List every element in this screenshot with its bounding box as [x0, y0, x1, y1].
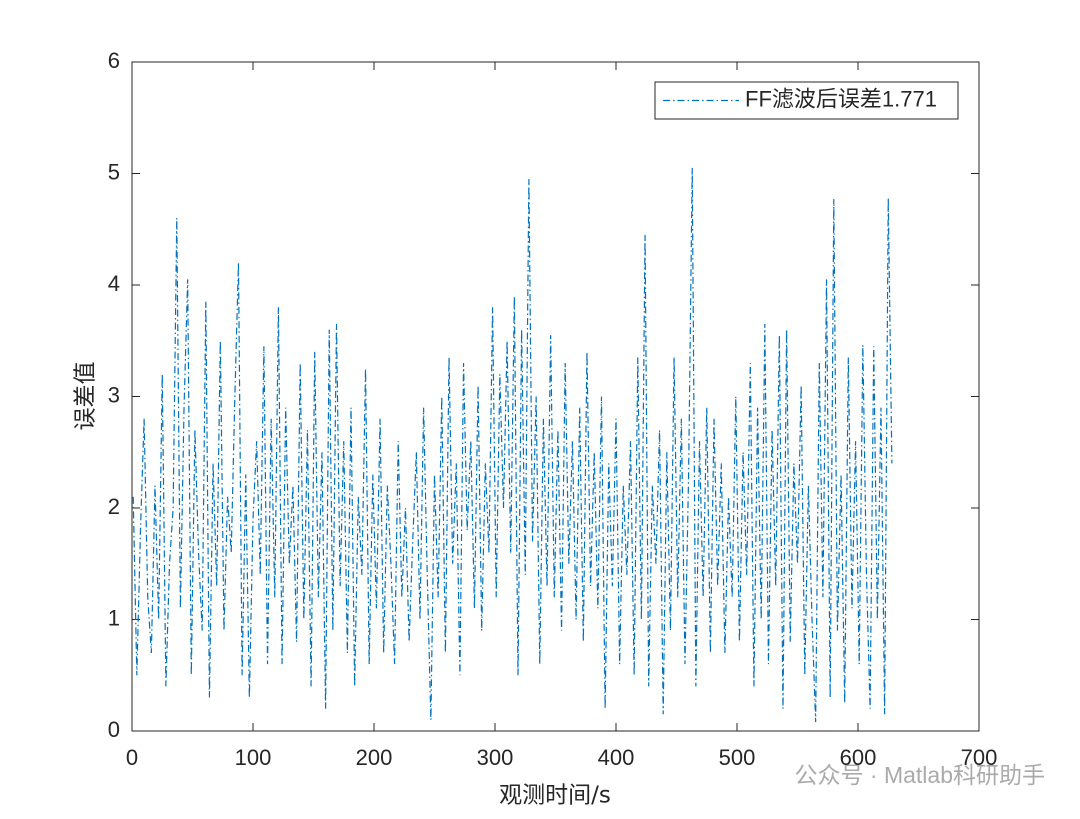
y-tick-label: 1: [108, 605, 120, 630]
y-tick-label: 5: [108, 159, 120, 184]
x-tick-label: 200: [356, 745, 393, 770]
plot-area: [131, 61, 980, 732]
legend-label: FF滤波后误差1.771: [745, 86, 937, 111]
x-tick-label: 0: [126, 745, 138, 770]
y-tick-label: 2: [108, 494, 120, 519]
x-axis-label: 观测时间/s: [499, 783, 611, 809]
x-tick-label: 300: [477, 745, 514, 770]
y-axis-label: 误差值: [73, 362, 99, 431]
y-tick-label: 3: [108, 382, 120, 407]
x-tick-label: 100: [235, 745, 272, 770]
x-tick-label: 400: [598, 745, 635, 770]
y-tick-label: 4: [108, 271, 120, 296]
legend: [654, 81, 959, 120]
x-tick-label: 700: [961, 745, 998, 770]
data-line: [132, 167, 893, 723]
watermark: 公众号 · Matlab科研助手: [795, 762, 1045, 788]
x-tick-label: 600: [840, 745, 877, 770]
y-tick-label: 6: [108, 48, 120, 73]
x-tick-label: 500: [719, 745, 756, 770]
y-tick-label: 0: [108, 717, 120, 742]
